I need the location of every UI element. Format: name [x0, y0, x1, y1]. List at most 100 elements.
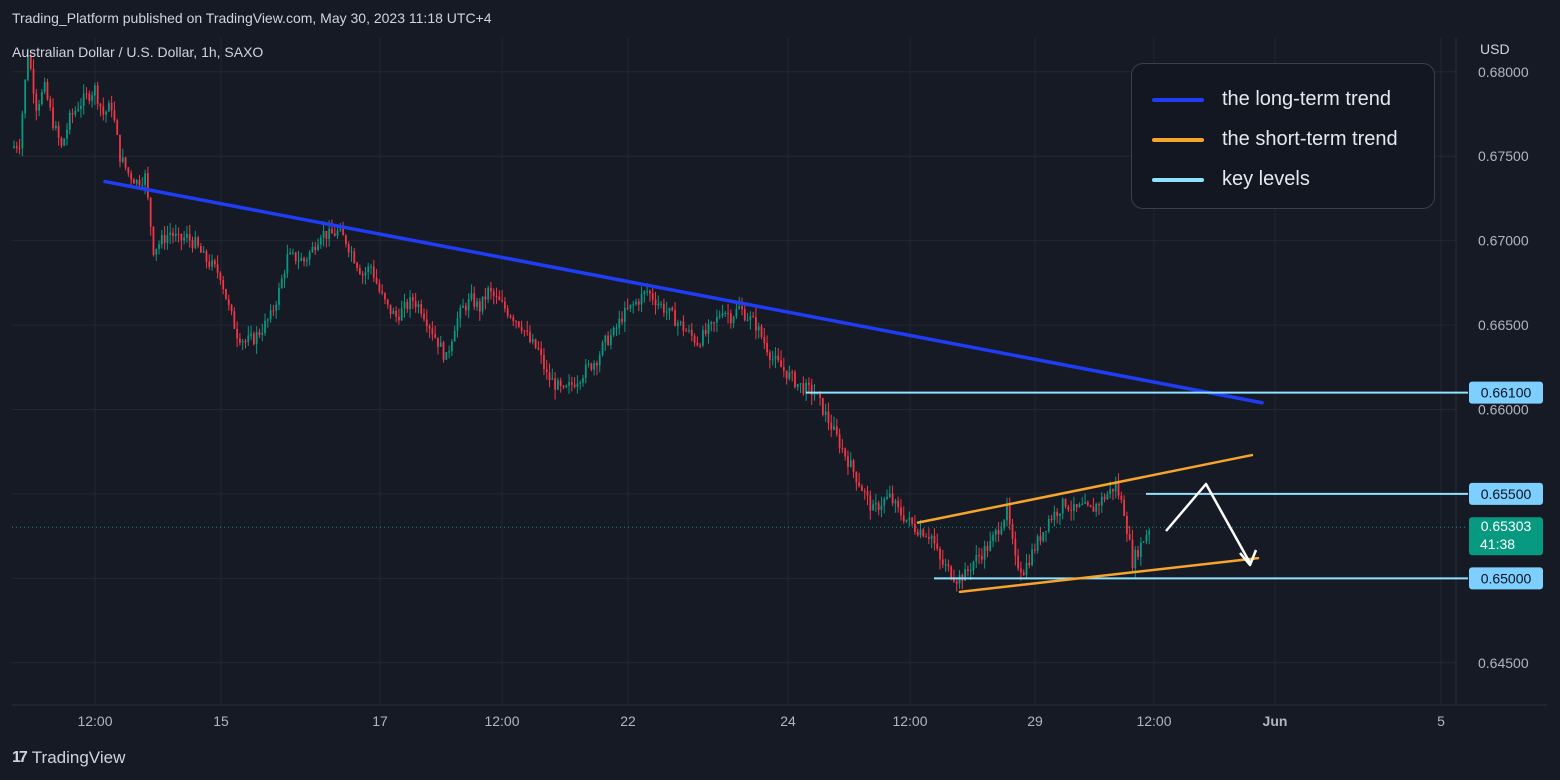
drawing-legend: the long-term trend the short-term trend…	[1131, 63, 1435, 209]
candle-body	[166, 235, 169, 243]
candle-body	[721, 313, 724, 316]
tradingview-logo[interactable]: 17 TradingView	[12, 748, 125, 768]
price-tick-label: 0.66000	[1478, 401, 1529, 417]
candle-body	[370, 266, 372, 268]
candle-body	[816, 393, 819, 395]
candle-body	[821, 397, 824, 415]
candle-body	[138, 179, 141, 186]
candle-body	[356, 263, 358, 268]
candle-body	[883, 498, 886, 506]
candle-body	[632, 304, 635, 306]
candle-body	[855, 471, 858, 483]
candle-body	[1139, 542, 1142, 557]
candle-body	[269, 310, 272, 320]
candle-body	[1131, 539, 1134, 568]
candle-body	[548, 372, 551, 380]
candle-body	[529, 331, 531, 342]
candle-body	[462, 305, 464, 308]
candle-body	[713, 322, 715, 324]
candle-body	[886, 496, 888, 499]
candle-body	[364, 272, 367, 276]
candle-body	[205, 251, 208, 262]
candle-body	[615, 327, 618, 329]
key-level-badge	[1469, 381, 1543, 404]
candle-body	[983, 546, 986, 560]
candle-body	[543, 354, 545, 370]
candle-body	[989, 540, 992, 551]
candle-body	[1112, 488, 1114, 492]
candle-body	[152, 226, 155, 255]
candle-body	[900, 507, 902, 516]
candle-body	[305, 259, 308, 262]
candle-body	[565, 385, 568, 387]
key-level-badge-label: 0.65000	[1481, 570, 1532, 586]
candle-body	[665, 311, 668, 313]
candle-body	[777, 355, 780, 361]
candle-body	[679, 321, 682, 323]
candle-body	[1106, 494, 1109, 500]
candle-body	[1075, 504, 1078, 508]
candle-body	[473, 293, 476, 307]
candle-body	[545, 369, 548, 373]
time-tick-label: 12:00	[1136, 713, 1171, 729]
candle-body	[1064, 498, 1067, 507]
candle-body	[283, 273, 286, 279]
candle-body	[623, 307, 626, 323]
candle-body	[177, 233, 180, 235]
candle-body	[861, 486, 863, 492]
candle-body	[1036, 536, 1039, 551]
candle-body	[24, 79, 27, 114]
candle-body	[319, 237, 322, 245]
candle-body	[735, 308, 738, 318]
candle-body	[609, 335, 612, 345]
candle-body	[375, 277, 378, 284]
candle-body	[297, 260, 300, 262]
candle-body	[470, 293, 473, 300]
candle-body	[808, 382, 810, 385]
candle-body	[1050, 519, 1053, 521]
candle-body	[944, 564, 947, 566]
candle-body	[729, 313, 732, 324]
candle-body	[813, 393, 816, 395]
candle-body	[392, 310, 395, 314]
candle-body	[635, 301, 637, 305]
candle-body	[763, 336, 766, 343]
candle-body	[699, 345, 702, 347]
candle-body	[685, 330, 688, 332]
candle-body	[992, 534, 994, 541]
candle-body	[576, 383, 579, 387]
candle-body	[378, 283, 381, 292]
candle-body	[1089, 505, 1092, 508]
candle-body	[417, 304, 420, 308]
candle-body	[668, 307, 671, 312]
candle-body	[637, 301, 640, 305]
drawing-layer	[12, 179, 1468, 594]
candle-body	[671, 307, 674, 311]
candle-body	[409, 297, 411, 310]
candle-body	[902, 515, 905, 522]
candle-body	[1056, 511, 1059, 517]
candle-body	[336, 230, 339, 236]
candle-body	[517, 321, 520, 327]
candle-body	[604, 335, 607, 343]
candle-body	[311, 246, 314, 253]
candle-body	[621, 318, 623, 323]
candle-body	[186, 233, 188, 238]
candle-body	[80, 105, 82, 110]
candle-body	[464, 305, 467, 311]
candle-body	[660, 303, 662, 305]
candle-body	[724, 313, 727, 315]
time-axis: 12:00 15 17 12:00 22 24 12:00 29 12:00 Jun 5	[77, 713, 1445, 729]
candle-body	[593, 363, 596, 370]
candle-body	[423, 313, 425, 320]
candle-body	[63, 138, 66, 146]
candle-body	[345, 235, 347, 245]
candle-body	[121, 157, 124, 162]
candle-body	[710, 322, 713, 325]
candle-body	[897, 500, 900, 508]
candle-body	[540, 348, 543, 355]
candle-body	[651, 293, 654, 300]
long-term-swatch	[1152, 97, 1204, 102]
candle-body	[456, 318, 459, 331]
candle-body	[1022, 572, 1025, 576]
